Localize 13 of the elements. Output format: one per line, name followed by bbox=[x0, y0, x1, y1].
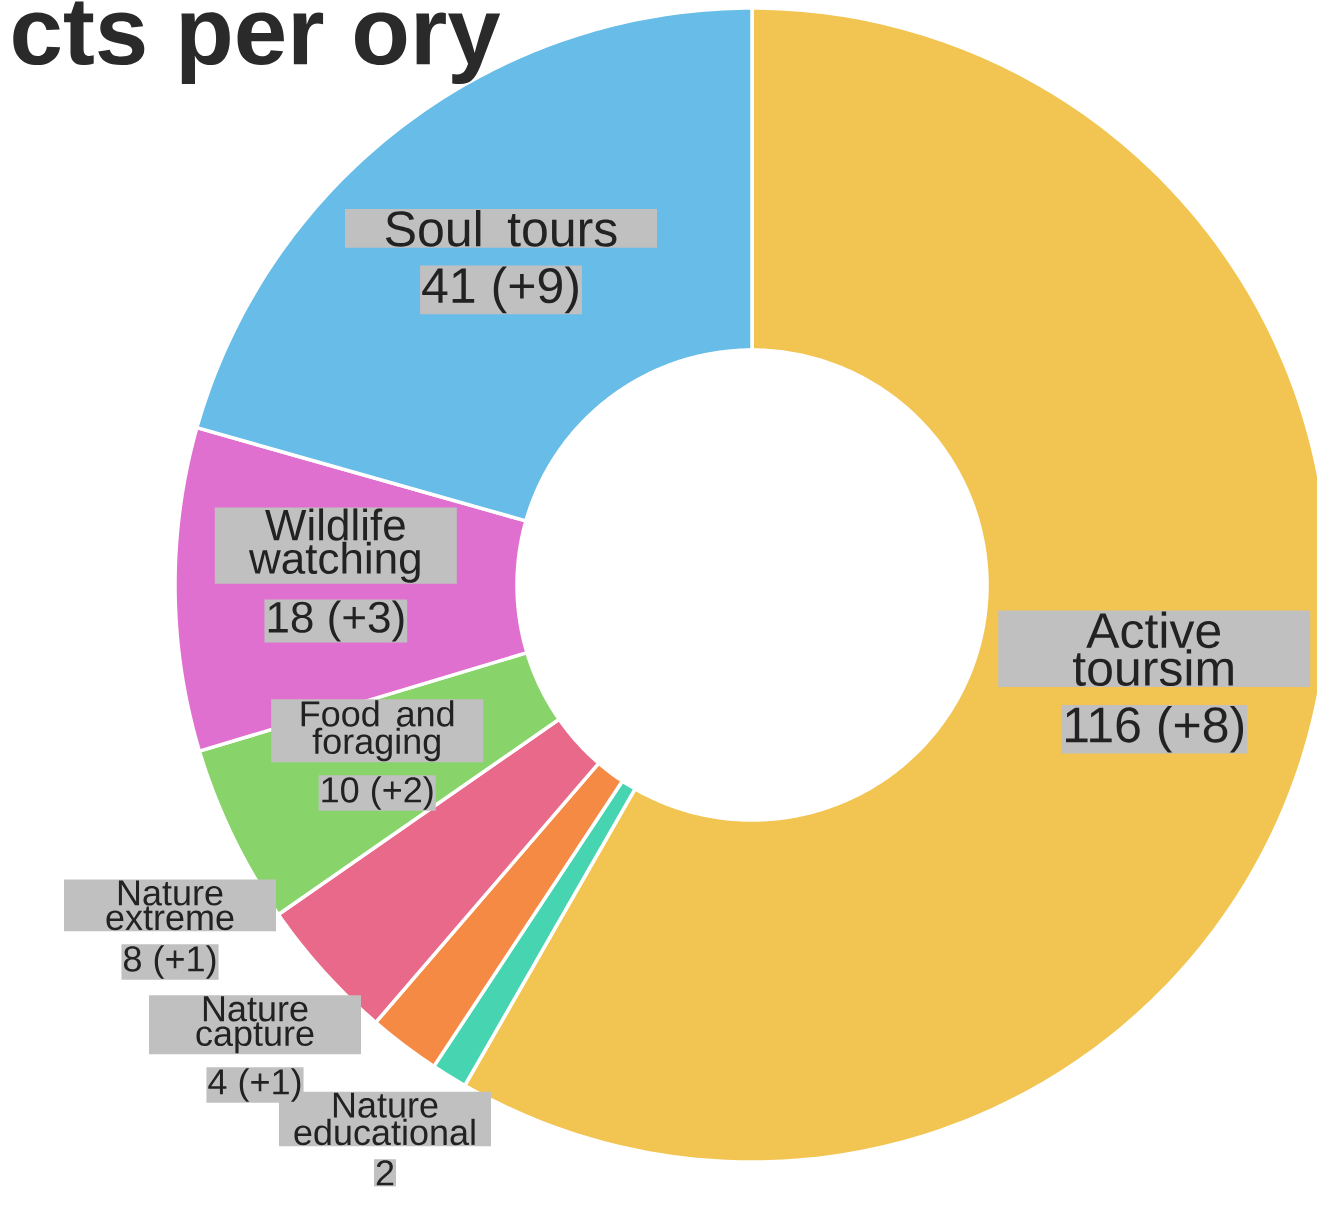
data-label: 18 (+3) bbox=[268, 600, 404, 642]
slice-label: Nature extreme bbox=[106, 880, 234, 931]
slice-label: Wildlife watching bbox=[248, 508, 420, 583]
slice-label: Nature capture bbox=[196, 996, 314, 1054]
data-label: 8 (+1) bbox=[124, 945, 216, 979]
data-label: 116 (+8) bbox=[1066, 705, 1244, 753]
chart-title: cts per ory bbox=[13, 1, 501, 85]
data-label: 2 bbox=[376, 1160, 394, 1186]
slice-label: Active toursim bbox=[1073, 611, 1233, 687]
data-label: 41 (+9) bbox=[422, 266, 578, 314]
data-label: 10 (+2) bbox=[322, 776, 433, 810]
slice-label: Food and foraging bbox=[301, 700, 454, 762]
slice-label: Soul tours bbox=[385, 210, 617, 247]
